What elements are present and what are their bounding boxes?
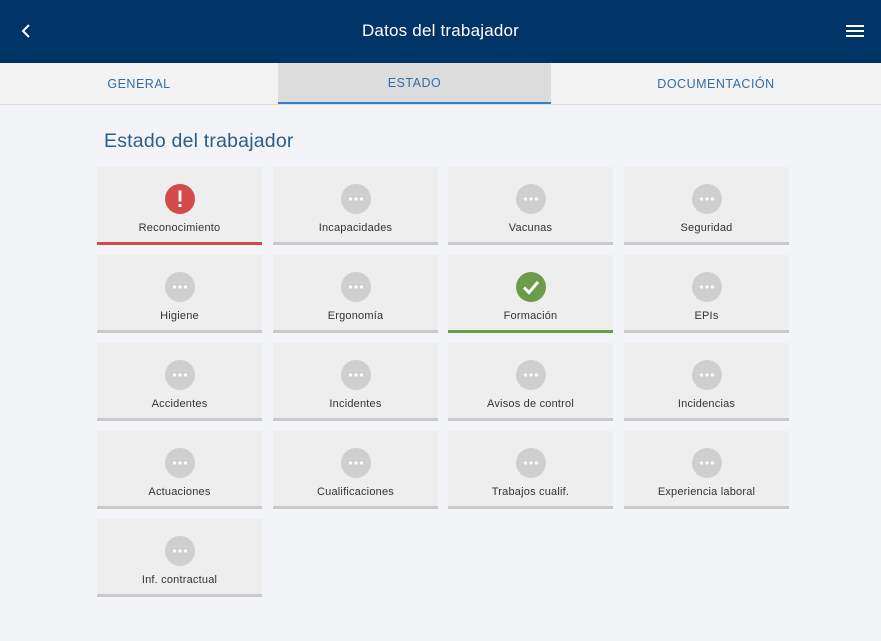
- more-dots-icon: [516, 184, 546, 214]
- alert-icon: [165, 184, 195, 214]
- more-dots-icon: [165, 272, 195, 302]
- status-card[interactable]: Experiencia laboral: [624, 431, 789, 509]
- tab-general[interactable]: GENERAL: [107, 76, 171, 91]
- more-dots-icon: [692, 184, 722, 214]
- section-title: Estado del trabajador: [104, 130, 294, 152]
- more-dots-icon: [516, 360, 546, 390]
- back-button[interactable]: [12, 17, 40, 45]
- status-card[interactable]: Ergonomía: [273, 255, 438, 333]
- status-card-label: Incidencias: [677, 398, 736, 410]
- status-card[interactable]: Formación: [448, 255, 613, 333]
- status-card[interactable]: Incidencias: [624, 343, 789, 421]
- tab-documentacion[interactable]: DOCUMENTACIÓN: [657, 76, 775, 91]
- status-card-label: Seguridad: [680, 222, 733, 234]
- tab-estado[interactable]: ESTADO: [278, 63, 551, 104]
- status-card-label: Incidentes: [329, 398, 382, 410]
- check-icon: [516, 272, 546, 302]
- more-dots-icon: [516, 448, 546, 478]
- status-card[interactable]: Avisos de control: [448, 343, 613, 421]
- status-card[interactable]: Seguridad: [624, 167, 789, 245]
- status-card[interactable]: Accidentes: [97, 343, 262, 421]
- status-card-label: Trabajos cualif.: [491, 486, 570, 498]
- status-card[interactable]: Vacunas: [448, 167, 613, 245]
- status-card-label: EPIs: [694, 310, 719, 322]
- status-card-label: Accidentes: [151, 398, 208, 410]
- status-card[interactable]: Actuaciones: [97, 431, 262, 509]
- status-card[interactable]: Incapacidades: [273, 167, 438, 245]
- app-header: Datos del trabajador: [0, 0, 881, 63]
- status-card[interactable]: Incidentes: [273, 343, 438, 421]
- more-dots-icon: [692, 272, 722, 302]
- more-dots-icon: [341, 272, 371, 302]
- status-card-label: Cualificaciones: [317, 486, 394, 498]
- status-card[interactable]: EPIs: [624, 255, 789, 333]
- status-card-label: Higiene: [160, 310, 199, 322]
- hamburger-menu-icon: [846, 25, 864, 37]
- chevron-left-icon: [21, 24, 30, 38]
- more-dots-icon: [692, 360, 722, 390]
- more-dots-icon: [165, 448, 195, 478]
- status-card[interactable]: Trabajos cualif.: [448, 431, 613, 509]
- status-card-label: Experiencia laboral: [657, 486, 756, 498]
- status-card[interactable]: Reconocimiento: [97, 167, 262, 245]
- status-card[interactable]: Cualificaciones: [273, 431, 438, 509]
- status-card-label: Avisos de control: [487, 398, 574, 410]
- status-card[interactable]: Higiene: [97, 255, 262, 333]
- tab-bar: GENERAL ESTADO DOCUMENTACIÓN: [0, 63, 881, 105]
- more-dots-icon: [165, 360, 195, 390]
- status-card[interactable]: Inf. contractual: [97, 519, 262, 597]
- more-dots-icon: [341, 448, 371, 478]
- more-dots-icon: [692, 448, 722, 478]
- page-title: Datos del trabajador: [361, 21, 520, 40]
- status-card-label: Vacunas: [508, 222, 553, 234]
- more-dots-icon: [341, 184, 371, 214]
- status-card-label: Ergonomía: [327, 310, 384, 322]
- status-card-label: Incapacidades: [318, 222, 393, 234]
- status-card-label: Inf. contractual: [141, 574, 218, 586]
- more-dots-icon: [165, 536, 195, 566]
- status-card-label: Formación: [503, 310, 558, 322]
- more-dots-icon: [341, 360, 371, 390]
- status-card-label: Actuaciones: [148, 486, 211, 498]
- menu-button[interactable]: [841, 17, 869, 45]
- status-card-label: Reconocimiento: [138, 222, 221, 234]
